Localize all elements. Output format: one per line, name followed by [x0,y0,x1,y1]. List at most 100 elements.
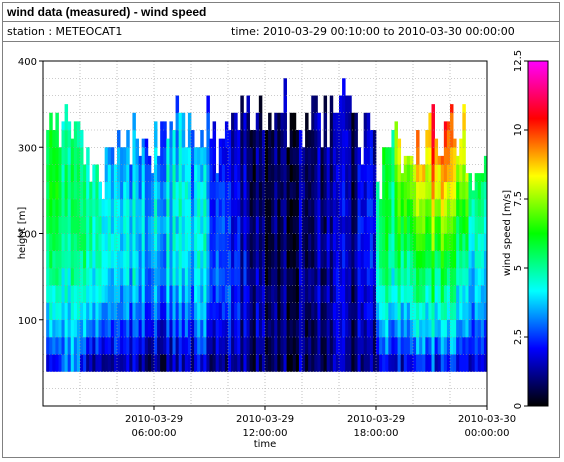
heatmap-cell [209,337,213,355]
heatmap-cell [175,130,180,148]
heatmap-cell [326,302,331,321]
heatmap-cell [317,354,321,372]
heatmap-cell [113,199,118,217]
heatmap-cell [471,268,476,286]
heatmap-cell [138,268,143,286]
heatmap-cell [289,112,294,131]
heatmap-cell [83,354,87,372]
heatmap-cell [67,199,72,217]
heatmap-cell [107,147,112,165]
heatmap-cell [166,233,170,252]
heatmap-cell [67,354,72,372]
y-tick-label: 200 [18,230,37,241]
heatmap-cell [335,302,340,321]
heatmap-cell [366,216,371,234]
heatmap-cell [394,302,398,321]
heatmap-cell [462,337,466,355]
heatmap-cell [243,337,247,355]
heatmap-cell [55,112,59,131]
heatmap-cell [70,354,75,372]
heatmap-cell [339,354,343,372]
heatmap-cell [64,112,69,131]
heatmap-cell [302,268,306,286]
heatmap-cell [178,199,183,217]
heatmap-cell [104,164,109,183]
heatmap-cell [335,268,340,286]
heatmap-cell [342,302,346,321]
heatmap-cell [453,216,457,234]
heatmap-cell [416,233,420,252]
heatmap-cell [197,250,201,269]
heatmap-cell [366,181,371,200]
heatmap-cell [212,216,217,234]
heatmap-cell [483,337,487,355]
heatmap-cell [221,268,226,286]
heatmap-cell [234,302,238,321]
heatmap-cell [61,181,65,200]
heatmap-cell [428,250,432,269]
heatmap-cell [320,250,324,269]
heatmap-cell [191,233,195,252]
heatmap-cell [329,302,334,321]
heatmap-cell [462,112,466,131]
heatmap-cell [409,268,414,286]
heatmap-cell [80,164,84,183]
heatmap-cell [178,285,183,303]
heatmap-cell [52,250,56,269]
heatmap-cell [314,112,318,131]
heatmap-cell [400,302,405,321]
heatmap-cell [178,216,183,234]
heatmap-cell [431,233,435,252]
heatmap-cell [184,302,189,321]
heatmap-cell [89,181,93,200]
heatmap-cell [187,147,192,165]
heatmap-cell [67,181,72,200]
heatmap-cell [123,147,127,165]
heatmap-cell [200,216,204,234]
heatmap-cell [120,147,124,165]
heatmap-cell [483,199,487,217]
heatmap-cell [231,285,235,303]
heatmap-cell [465,199,469,217]
heatmap-cell [160,147,164,165]
heatmap-cell [354,199,358,217]
heatmap-cell [52,181,56,200]
heatmap-cell [184,285,189,303]
heatmap-cell [67,285,72,303]
heatmap-cell [459,147,463,165]
heatmap-cell [428,319,432,338]
heatmap-cell [450,216,454,234]
heatmap-cell [46,199,50,217]
heatmap-cell [73,268,78,286]
heatmap-cell [157,337,161,355]
heatmap-cell [157,319,161,338]
heatmap-cell [283,233,287,252]
heatmap-cell [49,112,53,131]
heatmap-cell [107,233,112,252]
heatmap-cell [446,121,451,131]
heatmap-cell [218,138,223,148]
heatmap-cell [92,181,96,200]
heatmap-cell [462,130,466,148]
heatmap-cell [474,216,479,234]
heatmap-cell [181,354,186,372]
heatmap-cell [271,130,275,148]
heatmap-cell [335,112,340,131]
x-axis-label: time [254,439,277,450]
heatmap-cell [450,199,454,217]
heatmap-cell [89,233,93,252]
heatmap-cell [360,354,365,372]
heatmap-cell [80,285,84,303]
heatmap-cell [295,164,300,183]
heatmap-cell [138,216,143,234]
chart-title: wind data (measured) - wind speed [3,3,559,22]
heatmap-cell [354,233,358,252]
heatmap-cell [163,199,167,217]
heatmap-cell [252,164,257,183]
heatmap-cell [70,250,75,269]
heatmap-cell [465,337,469,355]
heatmap-cell [320,233,324,252]
heatmap-cell [120,199,124,217]
heatmap-cell [326,216,331,234]
heatmap-cell [203,250,207,269]
